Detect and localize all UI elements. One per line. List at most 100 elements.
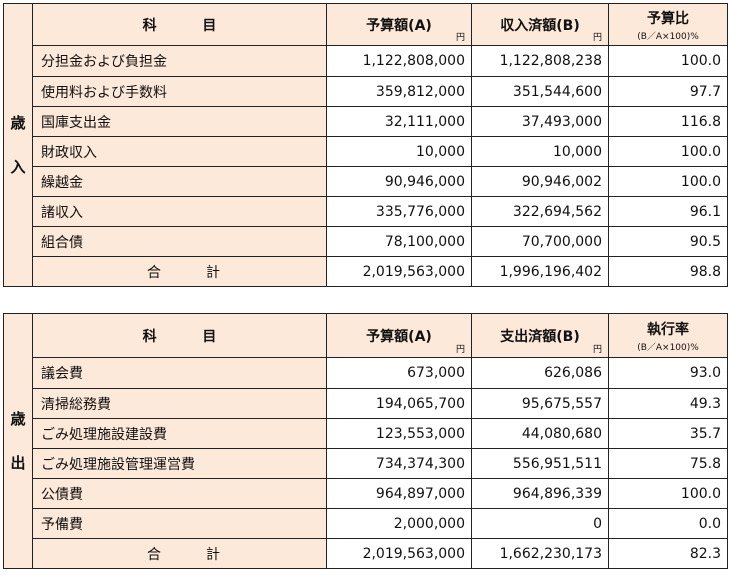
row-ratio: 97.7	[608, 76, 728, 107]
expenditure-header-row: 歳 出 科 目 予算額(A) 円 支出済額(B) 円 執行率 (B／A×100)…	[3, 313, 728, 569]
revenue-ratio-sub: (B／A×100)%	[637, 31, 699, 42]
row-actual: 351,544,600	[471, 76, 609, 107]
table-row: 清掃総務費 194,065,700 95,675,557 49.3	[4, 388, 728, 419]
revenue-header-row: 歳 入 科 目 予算額(A) 円 収入済額(B) 円 予算比 (B／A×100)…	[3, 3, 728, 287]
expenditure-actual-header: 支出済額(B) 円	[471, 313, 609, 358]
expenditure-subject-char-b: 目	[202, 328, 217, 345]
row-actual: 44,080,680	[471, 418, 609, 449]
revenue-subject-char-b: 目	[202, 17, 217, 34]
expenditure-subject-char-a: 科	[142, 328, 157, 345]
row-budget: 78,100,000	[326, 226, 472, 257]
total-label: 合 計	[32, 256, 327, 287]
row-ratio: 0.0	[608, 508, 728, 539]
row-ratio: 100.0	[608, 45, 728, 77]
row-budget: 194,065,700	[326, 388, 472, 419]
revenue-ratio-header-label: 予算比	[647, 10, 689, 27]
row-ratio: 100.0	[608, 166, 728, 197]
total-actual: 1,996,196,402	[471, 256, 609, 287]
total-actual: 1,662,230,173	[471, 538, 609, 569]
row-budget: 1,122,808,000	[326, 45, 472, 77]
row-ratio: 96.1	[608, 196, 728, 227]
expenditure-budget-unit: 円	[455, 345, 465, 355]
row-actual: 1,122,808,238	[471, 45, 609, 77]
row-actual: 10,000	[471, 136, 609, 167]
row-budget: 10,000	[326, 136, 472, 167]
total-label-a: 合	[147, 264, 162, 281]
expenditure-budget-header-label: 予算額(A)	[366, 328, 432, 345]
table-row: 公債費 964,897,000 964,896,339 100.0	[4, 478, 728, 509]
expenditure-total-row: 合 計 2,019,563,000 1,662,230,173 82.3	[4, 538, 728, 569]
total-label: 合 計	[32, 538, 327, 569]
table-row: 組合債 78,100,000 70,700,000 90.5	[4, 226, 728, 257]
table-row: ごみ処理施設建設費 123,553,000 44,080,680 35.7	[4, 418, 728, 449]
revenue-budget-header: 予算額(A) 円	[326, 3, 472, 46]
expenditure-budget-header: 予算額(A) 円	[326, 313, 472, 358]
row-name: 公債費	[32, 478, 327, 509]
row-name: 繰越金	[32, 166, 327, 197]
expenditure-side-char-1: 歳	[10, 410, 26, 428]
expenditure-side-label: 歳 出	[3, 313, 33, 569]
expenditure-actual-header-label: 支出済額(B)	[500, 328, 580, 345]
revenue-ratio-header: 予算比 (B／A×100)%	[608, 3, 728, 46]
row-name: ごみ処理施設管理運営費	[32, 448, 327, 479]
table-row: 国庫支出金 32,111,000 37,493,000 116.8	[4, 106, 728, 137]
row-ratio: 90.5	[608, 226, 728, 257]
revenue-subject-char-a: 科	[142, 17, 157, 34]
row-name: 議会費	[32, 357, 327, 389]
row-actual: 964,896,339	[471, 478, 609, 509]
row-ratio: 93.0	[608, 357, 728, 389]
expenditure-side-char-2: 出	[10, 454, 26, 472]
row-budget: 90,946,000	[326, 166, 472, 197]
total-budget: 2,019,563,000	[326, 256, 472, 287]
row-name: ごみ処理施設建設費	[32, 418, 327, 449]
total-label-b: 計	[205, 546, 220, 563]
total-budget: 2,019,563,000	[326, 538, 472, 569]
row-actual: 70,700,000	[471, 226, 609, 257]
row-ratio: 100.0	[608, 136, 728, 167]
row-budget: 673,000	[326, 357, 472, 389]
revenue-side-char-2: 入	[10, 158, 26, 176]
revenue-budget-header-label: 予算額(A)	[366, 17, 432, 34]
expenditure-subject-header: 科 目	[32, 313, 327, 358]
revenue-actual-unit: 円	[592, 33, 602, 43]
table-row: 使用料および手数料 359,812,000 351,544,600 97.7	[4, 76, 728, 107]
row-budget: 964,897,000	[326, 478, 472, 509]
revenue-budget-unit: 円	[455, 33, 465, 43]
row-budget: 123,553,000	[326, 418, 472, 449]
table-row: 財政収入 10,000 10,000 100.0	[4, 136, 728, 167]
row-name: 諸収入	[32, 196, 327, 227]
row-actual: 322,694,562	[471, 196, 609, 227]
row-name: 国庫支出金	[32, 106, 327, 137]
row-ratio: 35.7	[608, 418, 728, 449]
table-row: 分担金および負担金 1,122,808,000 1,122,808,238 10…	[4, 45, 728, 77]
table-row: ごみ処理施設管理運営費 734,374,300 556,951,511 75.8	[4, 448, 728, 479]
row-actual: 626,086	[471, 357, 609, 389]
table-row: 繰越金 90,946,000 90,946,002 100.0	[4, 166, 728, 197]
row-actual: 0	[471, 508, 609, 539]
row-actual: 37,493,000	[471, 106, 609, 137]
revenue-subject-header: 科 目	[32, 3, 327, 46]
row-actual: 556,951,511	[471, 448, 609, 479]
revenue-table: 歳 入 科 目 予算額(A) 円 収入済額(B) 円 予算比 (B／A×100)…	[3, 3, 728, 287]
row-name: 使用料および手数料	[32, 76, 327, 107]
row-budget: 734,374,300	[326, 448, 472, 479]
expenditure-ratio-header-label: 執行率	[647, 321, 689, 338]
table-row: 予備費 2,000,000 0 0.0	[4, 508, 728, 539]
expenditure-ratio-sub: (B／A×100)%	[637, 342, 699, 353]
row-budget: 32,111,000	[326, 106, 472, 137]
row-ratio: 116.8	[608, 106, 728, 137]
expenditure-actual-unit: 円	[592, 345, 602, 355]
total-ratio: 98.8	[608, 256, 728, 287]
table-row: 議会費 673,000 626,086 93.0	[4, 357, 728, 389]
total-label-a: 合	[147, 546, 162, 563]
revenue-actual-header: 収入済額(B) 円	[471, 3, 609, 46]
row-actual: 90,946,002	[471, 166, 609, 197]
row-name: 財政収入	[32, 136, 327, 167]
row-name: 予備費	[32, 508, 327, 539]
row-ratio: 100.0	[608, 478, 728, 509]
total-ratio: 82.3	[608, 538, 728, 569]
table-row: 諸収入 335,776,000 322,694,562 96.1	[4, 196, 728, 227]
row-name: 分担金および負担金	[32, 45, 327, 77]
row-budget: 335,776,000	[326, 196, 472, 227]
row-name: 清掃総務費	[32, 388, 327, 419]
